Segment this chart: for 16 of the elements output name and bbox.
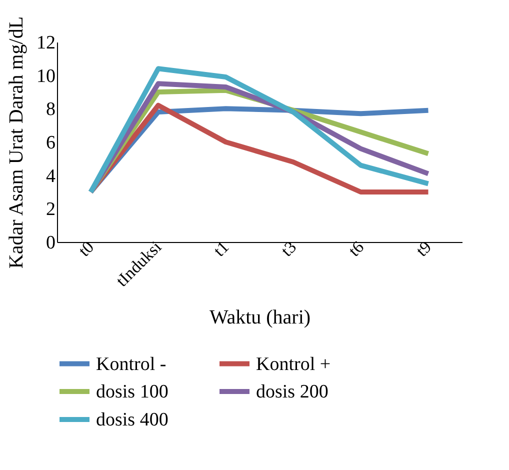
y-tick-label: 0 [46, 232, 56, 254]
legend-label: dosis 400 [96, 410, 168, 430]
legend-label: dosis 200 [256, 382, 328, 402]
y-axis-title: Kadar Asam Urat Darah mg/dL [6, 16, 28, 269]
y-tick-label: 8 [46, 99, 56, 120]
x-axis-title: Waktu (hari) [209, 306, 311, 329]
y-tick-label: 6 [46, 132, 56, 154]
legend-label: dosis 100 [96, 382, 168, 402]
x-tick-label: t1 [210, 237, 233, 260]
legend-label: Kontrol - [96, 354, 166, 375]
y-tick-label: 12 [36, 32, 56, 54]
y-tick-label: 2 [46, 199, 56, 220]
legend-label: Kontrol + [256, 354, 331, 375]
y-tick-label: 4 [46, 166, 56, 187]
x-tick-label: t6 [344, 237, 368, 260]
y-tick-label: 10 [36, 66, 56, 87]
